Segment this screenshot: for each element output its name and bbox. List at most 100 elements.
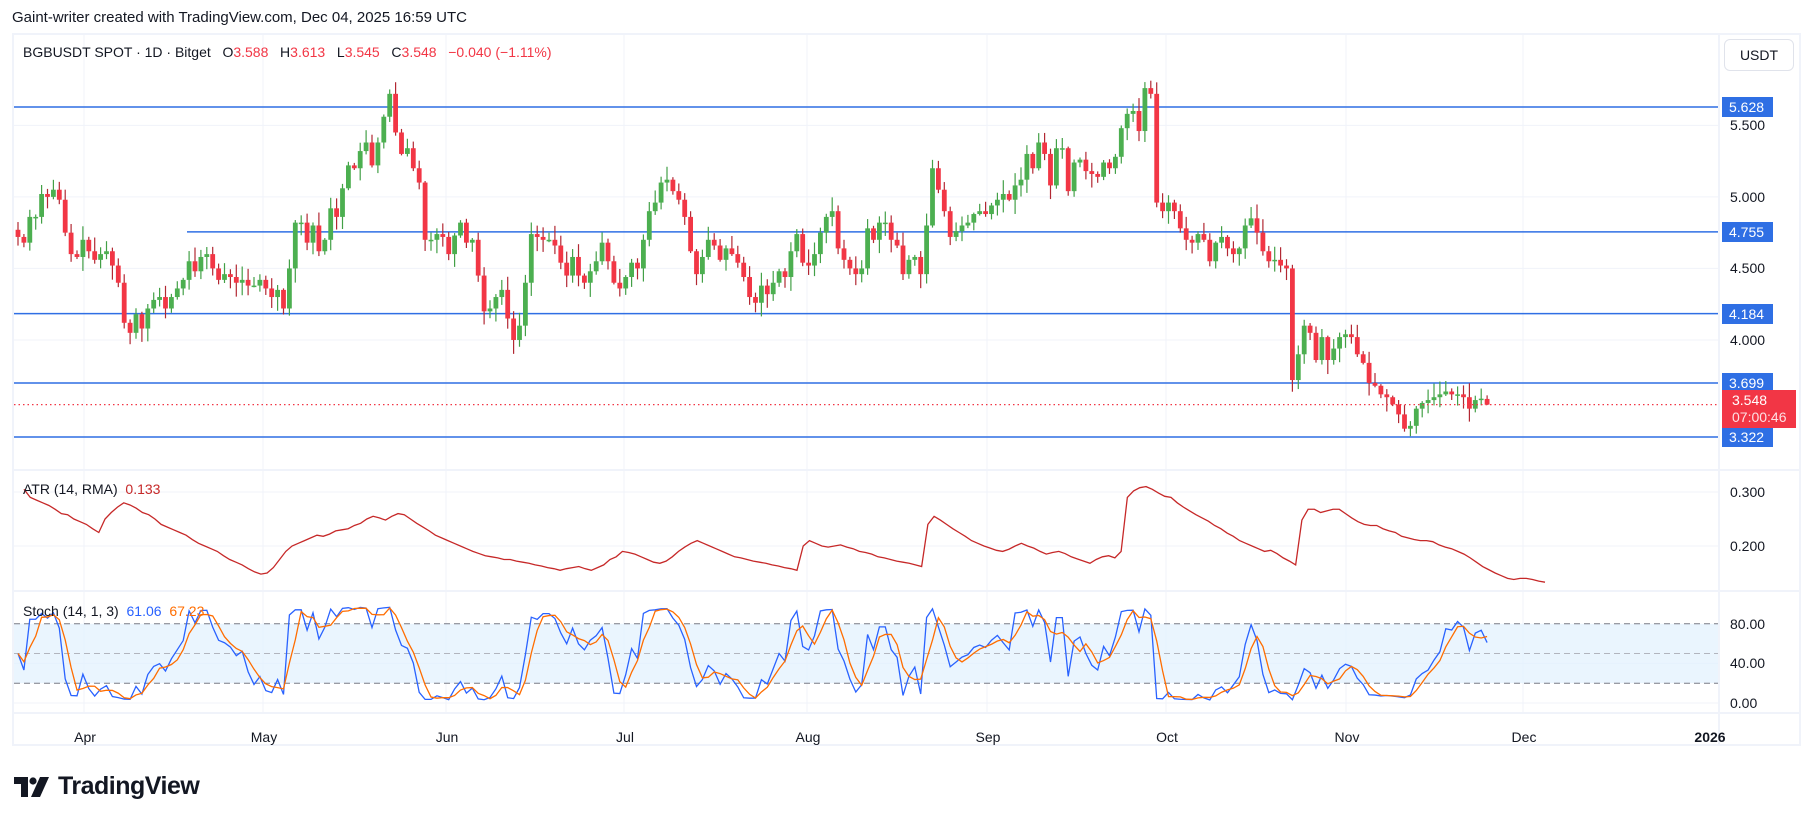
stoch-title[interactable]: Stoch (14, 1, 3) xyxy=(23,603,119,619)
candle-down xyxy=(688,216,693,252)
pane-divider[interactable] xyxy=(12,469,1801,471)
candle-up xyxy=(1166,202,1171,212)
candle-down xyxy=(446,236,452,255)
candle-down xyxy=(393,93,398,133)
candle-up xyxy=(1413,408,1419,426)
open-value: 3.588 xyxy=(233,44,269,60)
candle-up xyxy=(487,308,493,312)
symbol-name[interactable]: BGBUSDT SPOT · 1D · Bitget xyxy=(23,44,211,60)
atr-line xyxy=(23,485,1546,583)
candle-up xyxy=(1272,259,1278,262)
candle-down xyxy=(1278,259,1283,266)
candle-down xyxy=(1461,394,1466,398)
candle-down xyxy=(847,259,853,269)
candle-down xyxy=(1154,93,1160,203)
candle-up xyxy=(1343,334,1348,338)
time-tick-label: Nov xyxy=(1334,729,1360,745)
candle-down xyxy=(21,236,27,243)
candle-up xyxy=(517,325,522,340)
candle-down xyxy=(263,279,269,289)
candle-up xyxy=(700,256,705,275)
candle-down xyxy=(741,262,747,278)
candle-up xyxy=(1437,394,1443,398)
bar-countdown: 07:00:46 xyxy=(1732,409,1787,425)
atr-value: 0.133 xyxy=(125,481,161,497)
tradingview-logo[interactable]: TradingView xyxy=(14,772,200,801)
candle-up xyxy=(652,202,658,212)
low-label: L xyxy=(336,44,345,60)
atr-tick-label: 0.300 xyxy=(1730,484,1766,500)
candle-up xyxy=(570,256,575,276)
candle-down xyxy=(481,275,487,312)
candle-down xyxy=(245,279,251,286)
candle-down xyxy=(1484,398,1490,405)
candle-up xyxy=(133,314,139,333)
time-tick-label: Jun xyxy=(435,729,459,745)
candle-up xyxy=(664,179,670,183)
candle-down xyxy=(1030,153,1036,169)
candle-down xyxy=(316,225,322,252)
stoch-k-value: 61.06 xyxy=(126,603,162,619)
candle-down xyxy=(676,191,682,200)
candle-up xyxy=(971,214,977,223)
candle-up xyxy=(222,274,227,280)
candle-up xyxy=(198,256,204,272)
candle-down xyxy=(1349,334,1354,338)
candle-down xyxy=(936,168,941,190)
candle-up xyxy=(912,256,918,260)
candle-down xyxy=(1307,325,1313,333)
candle-down xyxy=(1207,239,1213,262)
candle-up xyxy=(593,261,599,272)
candle-up xyxy=(292,222,298,269)
candle-down xyxy=(941,189,947,212)
time-tick-label: Apr xyxy=(74,729,96,745)
candle-down xyxy=(422,182,428,240)
candle-up xyxy=(1000,194,1006,200)
candle-up xyxy=(646,211,652,240)
candle-up xyxy=(169,297,174,309)
candle-up xyxy=(1337,337,1342,349)
candle-up xyxy=(27,216,33,243)
candle-down xyxy=(782,271,788,278)
candle-down xyxy=(440,234,446,237)
candle-down xyxy=(1378,385,1384,395)
candle-up xyxy=(298,222,304,225)
time-tick-label: Sep xyxy=(975,729,1001,745)
level-price-label: 4.184 xyxy=(1722,303,1773,324)
atr-title[interactable]: ATR (14, RMA) xyxy=(23,481,118,497)
candle-up xyxy=(275,289,280,298)
candle-down xyxy=(1006,194,1012,200)
candle-down xyxy=(269,288,275,298)
candle-down xyxy=(464,222,469,243)
candle-up xyxy=(882,222,888,225)
candle-up xyxy=(180,279,186,289)
tradingview-wordmark: TradingView xyxy=(58,772,200,800)
candle-up xyxy=(310,225,316,243)
candle-up xyxy=(953,231,959,237)
candle-down xyxy=(121,282,127,323)
candle-up xyxy=(493,297,499,309)
candle-up xyxy=(788,251,794,278)
candle-up xyxy=(528,234,534,283)
candle-down xyxy=(983,211,988,215)
candle-down xyxy=(534,234,540,237)
stoch-tick-label: 0.00 xyxy=(1730,695,1758,711)
candle-up xyxy=(859,268,865,275)
candle-up xyxy=(794,234,800,252)
pane-divider[interactable] xyxy=(12,590,1801,592)
candle-up xyxy=(51,189,56,197)
candle-up xyxy=(995,199,1000,206)
candle-down xyxy=(582,275,587,283)
candle-up xyxy=(340,188,345,217)
currency-button[interactable]: USDT xyxy=(1724,39,1794,71)
atr-tick-label: 0.200 xyxy=(1730,538,1766,554)
candle-up xyxy=(1118,128,1124,157)
candle-up xyxy=(1431,397,1437,401)
candle-down xyxy=(475,239,481,276)
candle-down xyxy=(711,239,717,246)
candle-up xyxy=(204,254,210,257)
price-tick-label: 4.000 xyxy=(1730,331,1766,348)
candle-down xyxy=(1390,397,1396,405)
candle-down xyxy=(564,262,570,276)
